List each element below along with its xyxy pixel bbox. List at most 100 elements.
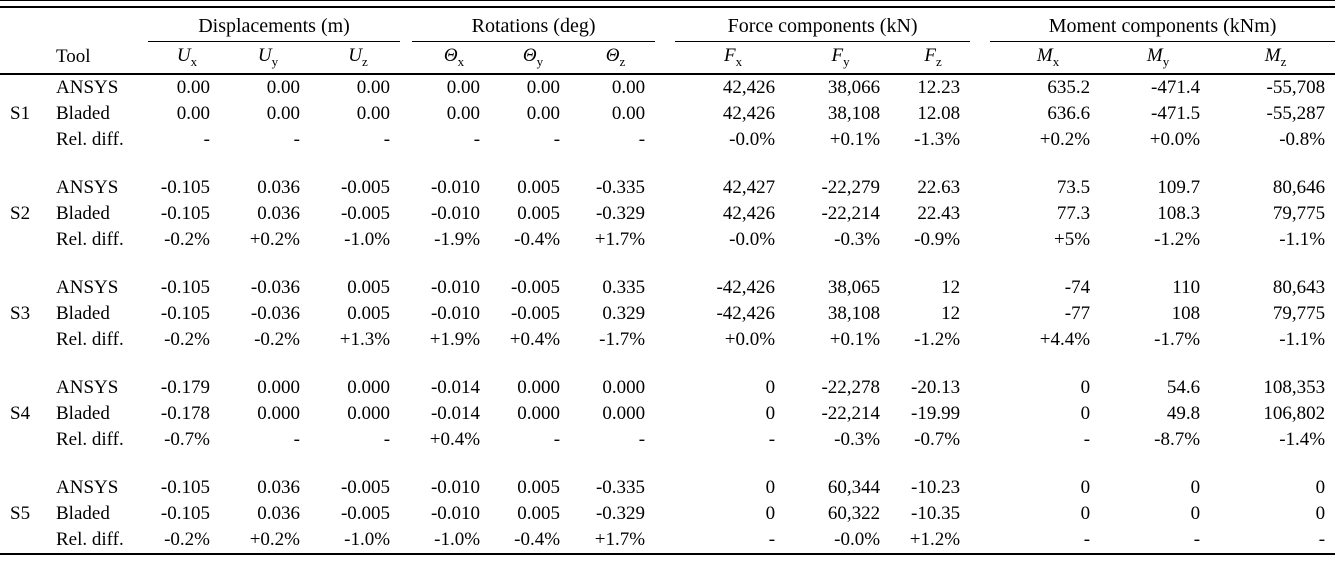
column-gap — [655, 527, 675, 554]
group-spacer — [0, 453, 1335, 475]
cell-s3-bladed-theta-x: -0.010 — [430, 303, 481, 324]
column-gap — [655, 475, 675, 501]
column-gap — [970, 175, 990, 201]
cell-s1-rel-diff-u-z: - — [383, 129, 391, 150]
cell-s3-rel-diff-f-x: +0.0% — [724, 329, 776, 350]
cell-s1-rel-diff-theta-y: - — [553, 129, 561, 150]
cell-s1-rel-diff-m-y: +0.0% — [1149, 129, 1201, 150]
column-gap — [655, 327, 675, 353]
cell-s1-rel-diff-f-x: -0.0% — [729, 129, 776, 150]
group-spacer-cell — [0, 353, 1335, 375]
cell-s5-ansys-u-z: -0.005 — [340, 477, 391, 498]
cell-s1-rel-diff-u-x: - — [203, 129, 210, 150]
group-label-empty — [0, 127, 48, 153]
tool-label-bladed: Bladed — [56, 203, 110, 224]
cell-s2-ansys-u-y: 0.036 — [257, 177, 300, 198]
group-spacer-cell — [0, 253, 1335, 275]
group-spacer — [0, 253, 1335, 275]
cell-s4-bladed-m-z: 106,802 — [1263, 403, 1326, 424]
cell-s5-bladed-f-y: 60,322 — [827, 503, 881, 524]
cell-s1-ansys-m-y: -471.4 — [1151, 77, 1201, 98]
cell-s3-rel-diff-f-y: +0.1% — [829, 329, 881, 350]
cell-s5-rel-diff-m-y: - — [1193, 529, 1201, 550]
ansys-bladed-comparison-table: Displacements (m) Rotations (deg) Force … — [0, 6, 1335, 555]
cell-s2-rel-diff-theta-x: -1.9% — [434, 229, 481, 250]
column-gap — [655, 227, 675, 253]
tool-label-bladed: Bladed — [56, 403, 110, 424]
col-header-m-y: My — [1100, 41, 1211, 75]
cell-s1-bladed-m-z: -55,287 — [1266, 103, 1326, 124]
cell-s1-ansys-u-z: 0.00 — [356, 77, 391, 98]
cell-s2-rel-diff-theta-z: +1.7% — [594, 229, 646, 250]
cell-s5-rel-diff-u-x: -0.2% — [164, 529, 210, 550]
cell-s3-bladed-u-y: -0.036 — [250, 303, 300, 324]
cell-s3-bladed-u-x: -0.105 — [160, 303, 210, 324]
cell-s5-ansys-f-x: 0 — [765, 477, 776, 498]
cell-s3-ansys-m-x: -74 — [1064, 277, 1091, 298]
cell-s4-rel-diff-m-z: -1.4% — [1279, 429, 1326, 450]
cell-s5-ansys-theta-z: -0.335 — [595, 477, 646, 498]
cell-s3-rel-diff-theta-x: +1.9% — [429, 329, 481, 350]
column-gap — [655, 127, 675, 153]
col-header-u-y: Uy — [220, 41, 310, 75]
cell-s1-rel-diff-f-y: +0.1% — [829, 129, 881, 150]
cell-s1-bladed-m-y: -471.5 — [1151, 103, 1201, 124]
group-label-s3: S3 — [10, 303, 31, 324]
group-label-s1: S1 — [10, 103, 31, 124]
cell-s1-ansys-u-x: 0.00 — [176, 77, 210, 98]
tool-label-ansys: ANSYS — [56, 377, 119, 398]
cell-s3-ansys-theta-z: 0.335 — [602, 277, 646, 298]
col-header-f-y: Fy — [785, 41, 891, 75]
cell-s2-rel-diff-f-z: -0.9% — [914, 229, 961, 250]
cell-s4-rel-diff-theta-y: - — [553, 429, 561, 450]
col-header-u-z: Uz — [310, 41, 401, 75]
cell-s5-bladed-m-z: 0 — [1315, 503, 1326, 524]
column-gap — [655, 427, 675, 453]
cell-s2-bladed-m-y: 108.3 — [1157, 203, 1201, 224]
group-label-s4: S4 — [10, 403, 31, 424]
column-gap — [655, 301, 675, 327]
cell-s5-rel-diff-f-y: -0.0% — [834, 529, 881, 550]
cell-s2-ansys-f-x: 42,427 — [722, 177, 776, 198]
cell-s4-ansys-m-y: 54.6 — [1166, 377, 1201, 398]
column-gap — [400, 327, 412, 353]
tool-column-header: Tool — [48, 41, 148, 75]
cell-s2-bladed-f-y: -22,214 — [821, 203, 881, 224]
group-spacer-cell — [0, 153, 1335, 175]
cell-s1-rel-diff-m-x: +0.2% — [1039, 129, 1091, 150]
tool-label-ansys: ANSYS — [56, 77, 119, 98]
cell-s4-bladed-u-y: 0.000 — [257, 403, 300, 424]
cell-s1-ansys-theta-y: 0.00 — [526, 77, 561, 98]
column-gap — [970, 375, 990, 401]
column-gap — [400, 427, 412, 453]
cell-s5-rel-diff-u-z: -1.0% — [344, 529, 391, 550]
cell-s4-ansys-f-x: 0 — [765, 377, 776, 398]
table-row-s5-ansys: ANSYS -0.105 0.036 -0.005 -0.010 0.005 -0.335 0… — [0, 475, 1335, 501]
cell-s4-ansys-theta-x: -0.014 — [430, 377, 481, 398]
cell-s3-bladed-f-x: -42,426 — [716, 303, 776, 324]
column-gap — [400, 501, 412, 527]
cell-s2-bladed-u-z: -0.005 — [340, 203, 391, 224]
tool-label-bladed: Bladed — [56, 303, 110, 324]
cell-s5-bladed-u-y: 0.036 — [257, 503, 300, 524]
column-gap — [400, 175, 412, 201]
cell-s2-ansys-u-x: -0.105 — [160, 177, 210, 198]
cell-s5-ansys-f-z: -10.23 — [911, 477, 961, 498]
cell-s2-rel-diff-u-y: +0.2% — [249, 229, 300, 250]
cell-s3-ansys-f-z: 12 — [941, 277, 961, 298]
cell-s5-ansys-f-y: 60,344 — [827, 477, 881, 498]
cell-s5-bladed-u-x: -0.105 — [160, 503, 210, 524]
column-gap — [400, 74, 412, 101]
cell-s4-rel-diff-theta-x: +0.4% — [429, 429, 481, 450]
cell-s2-bladed-m-z: 79,775 — [1272, 203, 1326, 224]
cell-s5-ansys-u-y: 0.036 — [257, 477, 300, 498]
table-row-s3-bladed: S3 Bladed -0.105 -0.036 0.005 -0.010 -0.005 0.3… — [0, 301, 1335, 327]
group-spacer-cell — [0, 453, 1335, 475]
group-label-empty — [0, 327, 48, 353]
cell-s1-rel-diff-m-z: -0.8% — [1279, 129, 1326, 150]
cell-s2-bladed-theta-y: 0.005 — [517, 203, 561, 224]
cell-s1-ansys-m-x: 635.2 — [1047, 77, 1091, 98]
cell-s1-bladed-m-x: 636.6 — [1047, 103, 1091, 124]
cell-s2-rel-diff-u-x: -0.2% — [164, 229, 210, 250]
